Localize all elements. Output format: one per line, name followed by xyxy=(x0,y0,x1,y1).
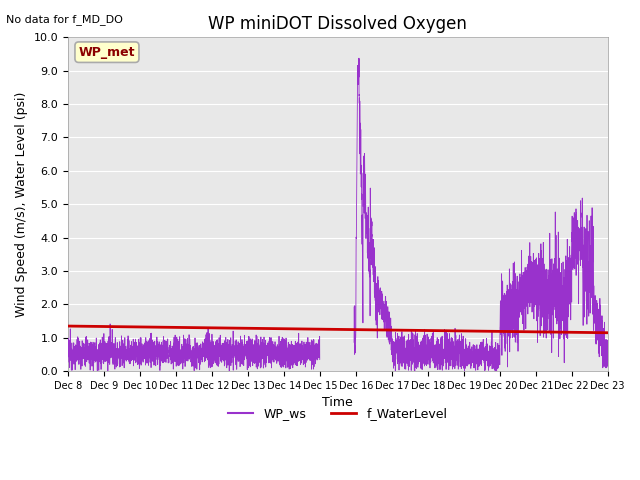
Y-axis label: Wind Speed (m/s), Water Level (psi): Wind Speed (m/s), Water Level (psi) xyxy=(15,92,28,317)
X-axis label: Time: Time xyxy=(323,396,353,409)
Text: No data for f_MD_DO: No data for f_MD_DO xyxy=(6,14,124,25)
Text: WP_met: WP_met xyxy=(79,46,135,59)
Title: WP miniDOT Dissolved Oxygen: WP miniDOT Dissolved Oxygen xyxy=(209,15,467,33)
Legend: WP_ws, f_WaterLevel: WP_ws, f_WaterLevel xyxy=(223,402,452,425)
